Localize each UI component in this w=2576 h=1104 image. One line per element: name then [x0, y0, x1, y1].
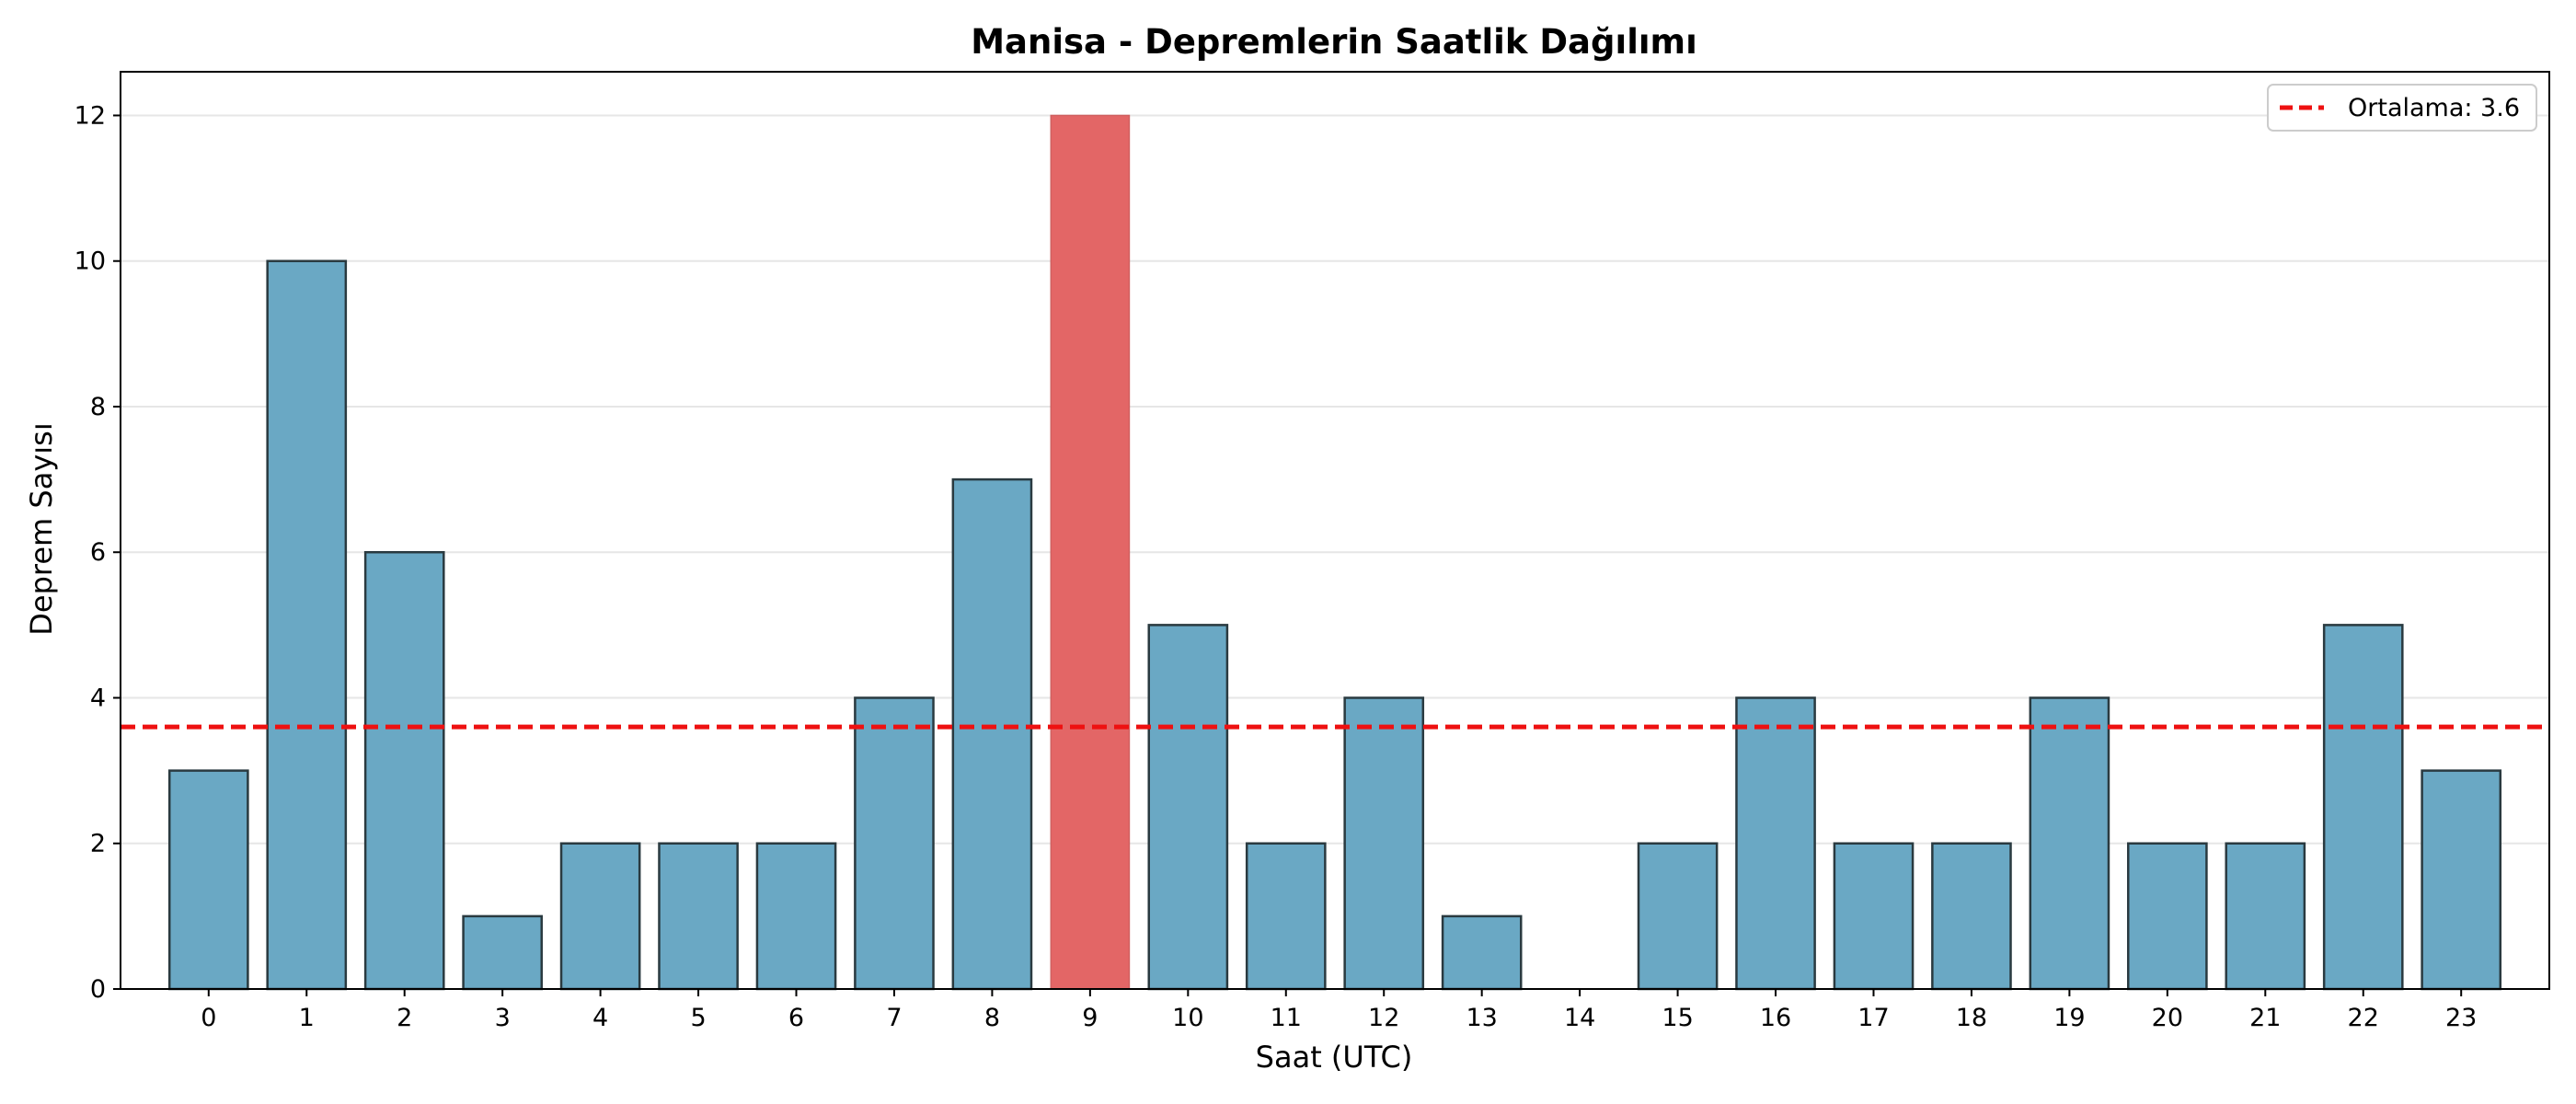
x-tick-label: 15: [1662, 1004, 1693, 1032]
x-tick-label: 5: [690, 1004, 706, 1032]
bar-3: [462, 914, 543, 991]
x-tick-label: 16: [1760, 1004, 1791, 1032]
grid-lines: [121, 114, 2549, 845]
bar-22: [2322, 624, 2404, 991]
bar-12: [1343, 696, 1425, 991]
y-tick-label: 6: [90, 538, 106, 567]
y-tick-label: 2: [90, 830, 106, 858]
bars: [167, 114, 2502, 991]
bar-13: [1441, 914, 1523, 991]
bar-1: [266, 259, 348, 991]
x-tick-label: 1: [299, 1004, 315, 1032]
bar-15: [1637, 842, 1719, 991]
x-tick-label: 22: [2348, 1004, 2379, 1032]
bar-2: [363, 550, 445, 991]
bar-8: [951, 477, 1033, 991]
y-tick-label: 10: [75, 247, 106, 276]
x-tick-label: 2: [397, 1004, 412, 1032]
legend-label: Ortalama: 3.6: [2348, 94, 2520, 122]
x-axis-label: Saat (UTC): [1256, 1040, 1413, 1075]
x-tick-label: 0: [201, 1004, 216, 1032]
y-tick-label: 12: [75, 101, 106, 130]
x-tick-label: 11: [1271, 1004, 1302, 1032]
bar-16: [1735, 696, 1816, 991]
bar-6: [755, 842, 837, 991]
bar-0: [167, 769, 249, 991]
y-tick-label: 4: [90, 684, 106, 712]
x-tick-label: 9: [1082, 1004, 1098, 1032]
chart-title: Manisa - Depremlerin Saatlik Dağılımı: [971, 22, 1697, 62]
bar-9: [1050, 114, 1131, 990]
legend-box: [2267, 84, 2537, 132]
plot-frame: [120, 71, 2550, 990]
bar-18: [1931, 842, 2012, 991]
bar-21: [2225, 842, 2306, 991]
bar-5: [658, 842, 739, 991]
x-tick-label: 12: [1368, 1004, 1399, 1032]
x-tick-label: 13: [1466, 1004, 1497, 1032]
x-tick-label: 4: [592, 1004, 608, 1032]
y-axis-label: Deprem Sayısı: [24, 422, 59, 635]
x-tick-label: 17: [1857, 1004, 1889, 1032]
bar-19: [2029, 696, 2110, 991]
x-axis-ticks: 0 1 2 3 4 5 6 7 8 9 10 11 12 13 14 15 16 17 18 19 20 21 22 23: [201, 989, 2477, 1032]
legend: Ortalama: 3.6: [2267, 84, 2537, 132]
x-tick-label: 19: [2053, 1004, 2085, 1032]
bar-10: [1147, 624, 1229, 991]
bar-11: [1245, 842, 1327, 991]
x-tick-label: 10: [1172, 1004, 1203, 1032]
bar-4: [559, 842, 641, 991]
x-tick-label: 23: [2445, 1004, 2477, 1032]
x-tick-label: 21: [2249, 1004, 2281, 1032]
x-tick-label: 14: [1564, 1004, 1595, 1032]
bar-7: [854, 696, 935, 991]
x-tick-label: 7: [886, 1004, 902, 1032]
x-tick-label: 20: [2152, 1004, 2183, 1032]
y-axis-ticks: 0 2 4 6 8 10 12: [75, 101, 121, 1004]
x-tick-label: 3: [495, 1004, 511, 1032]
x-tick-label: 18: [1956, 1004, 1987, 1032]
bar-17: [1833, 842, 1915, 991]
bar-20: [2127, 842, 2208, 991]
bar-23: [2421, 769, 2502, 991]
x-tick-label: 8: [984, 1004, 1000, 1032]
x-tick-label: 6: [788, 1004, 804, 1032]
y-tick-label: 8: [90, 393, 106, 421]
y-tick-label: 0: [90, 975, 106, 1004]
